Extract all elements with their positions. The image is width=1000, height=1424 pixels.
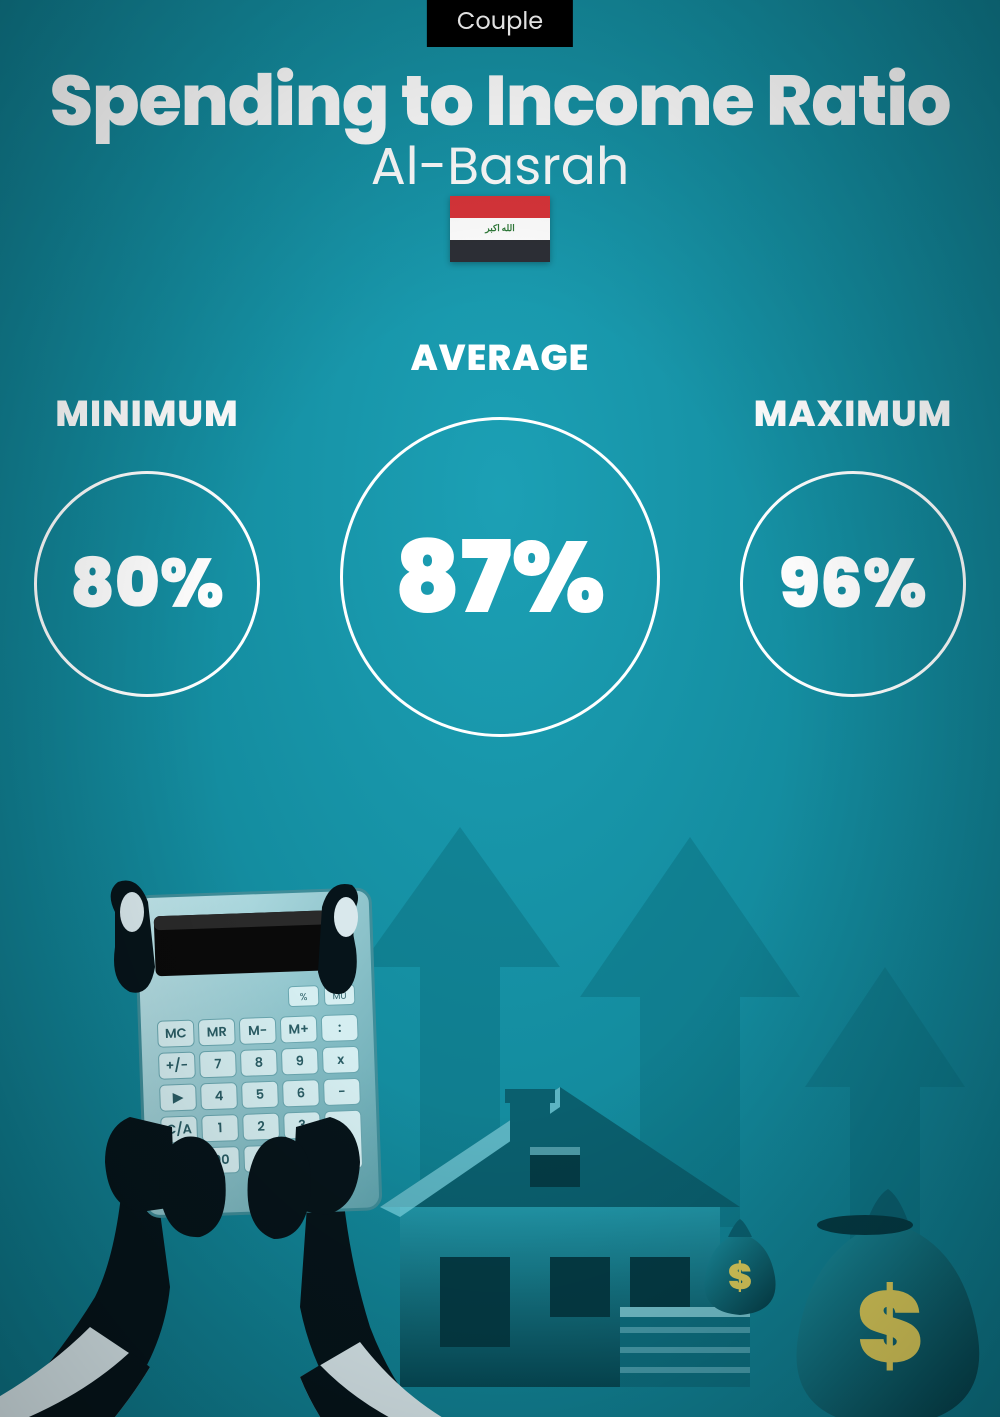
stat-maximum-label: MAXIMUM bbox=[754, 386, 952, 441]
stat-maximum: MAXIMUM 96% bbox=[740, 330, 966, 697]
stat-average-value: 87% bbox=[395, 502, 606, 652]
flag-stripe-top bbox=[450, 196, 550, 218]
stat-maximum-value: 96% bbox=[779, 533, 926, 635]
flag-stripe-bottom bbox=[450, 240, 550, 262]
category-badge-label: Couple bbox=[457, 5, 543, 38]
stat-average: AVERAGE 87% bbox=[340, 330, 660, 737]
stat-average-label: AVERAGE bbox=[411, 330, 590, 385]
stat-minimum-label: MINIMUM bbox=[55, 386, 238, 441]
stats-row: MINIMUM 80% AVERAGE 87% MAXIMUM 96% bbox=[0, 330, 1000, 737]
page-subtitle: Al-Basrah bbox=[0, 128, 1000, 206]
flag-stripe-middle: الله اكبر bbox=[450, 218, 550, 240]
stat-minimum-value: 80% bbox=[70, 533, 223, 635]
stat-average-circle: 87% bbox=[340, 417, 660, 737]
flag-script: الله اكبر bbox=[485, 223, 514, 236]
flag-icon: الله اكبر bbox=[450, 196, 550, 262]
stat-maximum-circle: 96% bbox=[740, 471, 966, 697]
stat-minimum: MINIMUM 80% bbox=[34, 330, 260, 697]
category-badge: Couple bbox=[427, 0, 573, 47]
stat-minimum-circle: 80% bbox=[34, 471, 260, 697]
